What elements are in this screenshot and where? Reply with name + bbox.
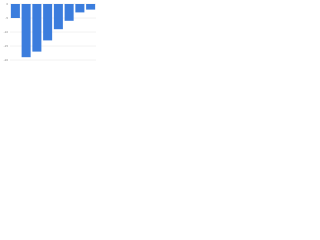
bar	[75, 4, 85, 13]
bar	[64, 4, 74, 21]
y-tick-label: -10	[4, 30, 9, 34]
bar	[21, 4, 31, 58]
y-tick-label: -15	[4, 44, 9, 48]
y-tick-label: 0	[6, 2, 8, 6]
bar	[32, 4, 42, 52]
chart: -20 -15 -10 -5 0	[4, 2, 96, 62]
bar	[86, 4, 96, 10]
y-tick-label: -20	[4, 58, 9, 62]
bar	[43, 4, 53, 41]
y-tick-label: -5	[5, 16, 8, 20]
bar	[10, 4, 20, 18]
bar	[53, 4, 63, 30]
page: -20-15-10-50 (() => { const data = JSON.…	[0, 0, 320, 71]
